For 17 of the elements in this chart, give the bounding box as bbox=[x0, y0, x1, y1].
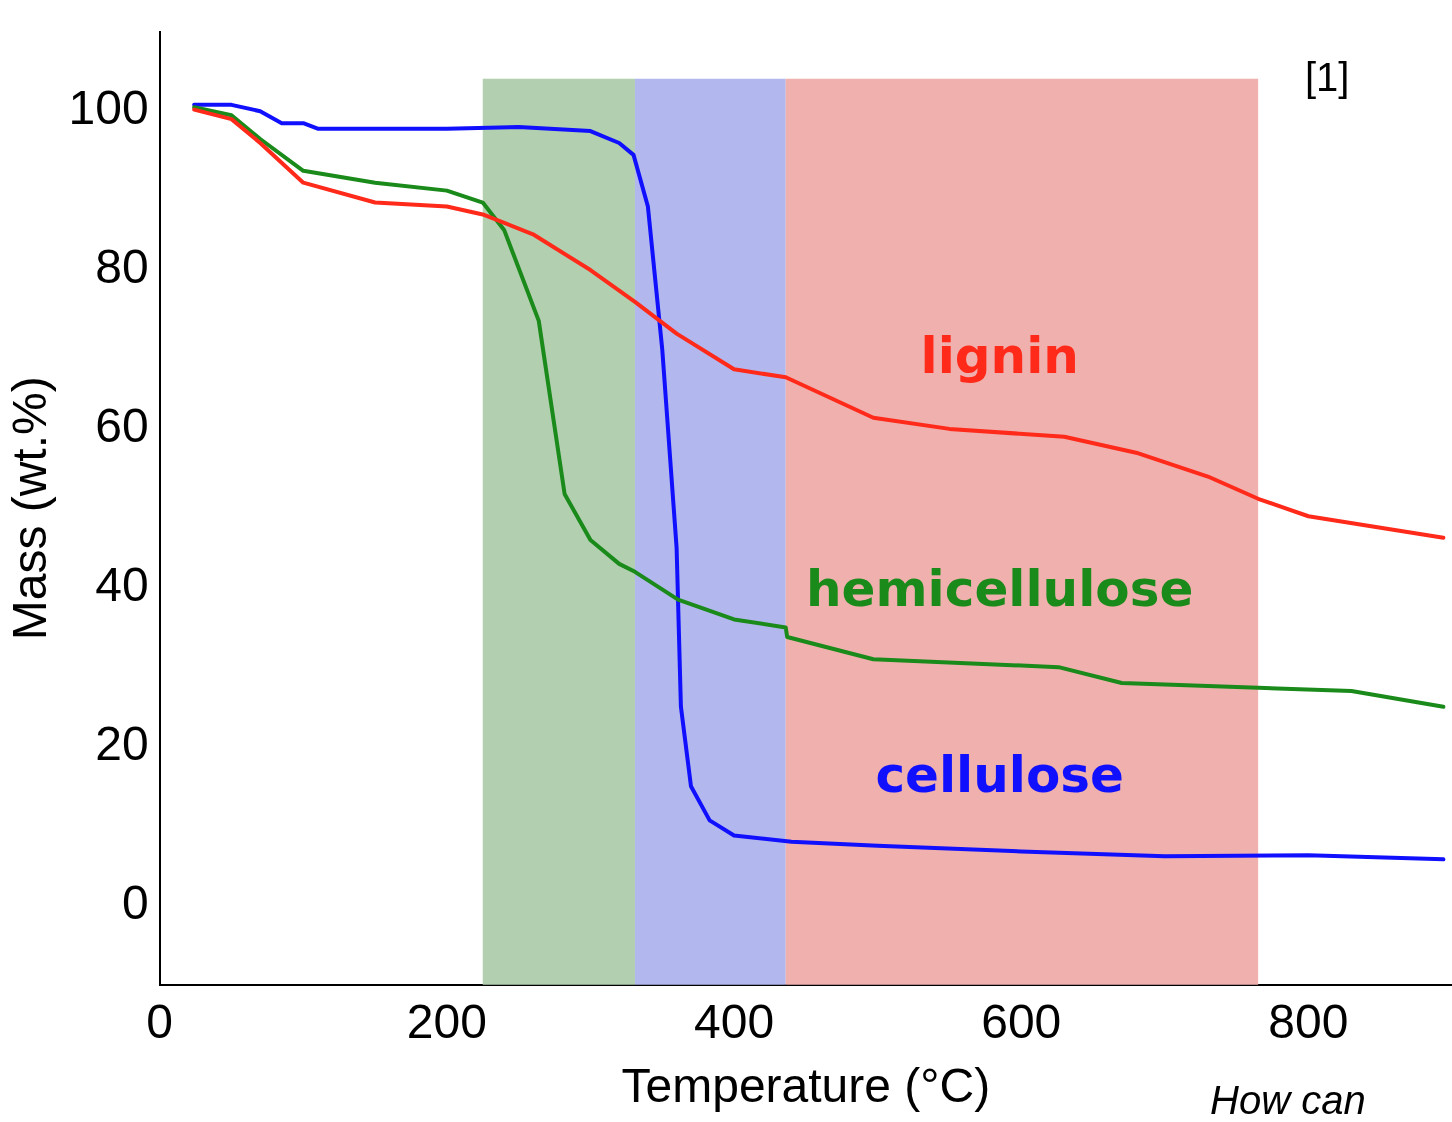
y-tick-label: 60 bbox=[95, 399, 149, 453]
y-tick-label: 80 bbox=[95, 240, 149, 294]
y-axis-title: Mass (wt.%) bbox=[3, 376, 57, 641]
x-tick-label: 200 bbox=[406, 994, 487, 1048]
x-axis-title: Temperature (°C) bbox=[621, 1059, 991, 1113]
series-label: lignin bbox=[920, 327, 1079, 386]
y-tick-label: 20 bbox=[95, 716, 149, 770]
series-label: cellulose bbox=[875, 745, 1124, 804]
annotation: [1] bbox=[1305, 55, 1350, 100]
y-tick-label: 100 bbox=[68, 81, 149, 135]
x-tick-label: 400 bbox=[694, 994, 775, 1048]
text: How can bbox=[1210, 1078, 1366, 1122]
x-tick-label: 600 bbox=[981, 994, 1062, 1048]
y-tick-label: 40 bbox=[95, 557, 149, 611]
x-tick-label: 800 bbox=[1268, 994, 1349, 1048]
series-label: hemicellulose bbox=[806, 559, 1194, 618]
y-tick-label: 0 bbox=[121, 875, 149, 929]
